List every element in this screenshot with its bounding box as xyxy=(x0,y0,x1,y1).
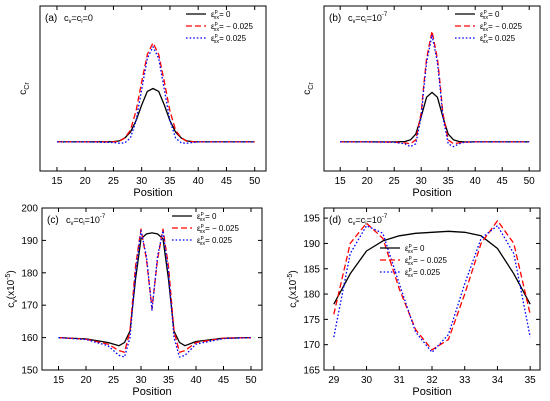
y-tick-label: 170 xyxy=(303,340,320,351)
x-tick-label: 50 xyxy=(245,375,257,386)
series-line-2 xyxy=(340,30,530,145)
x-tick-label: 35 xyxy=(163,375,175,386)
y-tick-label: 190 xyxy=(21,236,38,247)
condition-label: cv=ci=0 xyxy=(64,13,93,25)
x-tick-label: 15 xyxy=(51,176,63,187)
series-line-1 xyxy=(58,232,252,347)
x-axis-label: Position xyxy=(412,187,451,199)
x-tick-label: 30 xyxy=(361,375,373,386)
series-line-1 xyxy=(333,230,531,305)
x-tick-label: 31 xyxy=(394,375,406,386)
condition-label: cv=ci=10-7 xyxy=(66,214,106,227)
legend-label: εp xx= 0 xyxy=(480,9,500,21)
y-tick-label: 165 xyxy=(303,366,320,377)
series-line-2 xyxy=(57,42,255,143)
x-tick-label: 40 xyxy=(193,176,205,187)
x-tick-label: 50 xyxy=(249,176,261,187)
x-tick-label: 20 xyxy=(80,375,92,386)
chart-panel-2: 15 20 25 30 35 40 45 50 Position cCr (b) cv=ci=10-7… xyxy=(302,5,541,199)
series-line-3 xyxy=(340,34,530,148)
condition-label: cv=ci=10-7 xyxy=(348,214,388,227)
y-tick-label: 195 xyxy=(303,214,320,225)
y-tick-label: 180 xyxy=(303,290,320,301)
x-axis-label: Position xyxy=(412,386,451,398)
panel-label: (d) xyxy=(329,215,341,226)
legend-label: εp xx= 0 xyxy=(211,9,231,21)
x-tick-label: 15 xyxy=(53,375,65,386)
x-tick-label: 40 xyxy=(470,176,482,187)
legend-label: εp xx= 0.025 xyxy=(480,33,516,45)
x-tick-label: 33 xyxy=(459,375,471,386)
y-axis-label: cv(x10-5) xyxy=(5,270,19,308)
series-line-2 xyxy=(333,220,531,351)
series-line-3 xyxy=(57,46,255,144)
series-line-1 xyxy=(340,91,530,143)
x-tick-label: 30 xyxy=(135,375,147,386)
x-tick-label: 25 xyxy=(108,375,120,386)
panel-label: (a) xyxy=(45,13,57,24)
legend-label: εp xx= 0 xyxy=(405,243,425,255)
x-tick-label: 30 xyxy=(416,176,428,187)
legend-label: εp xx= − 0.025 xyxy=(405,255,448,267)
y-tick-label: 185 xyxy=(303,264,320,275)
y-axis-label: cv(x10-5) xyxy=(287,270,301,308)
plot-frame xyxy=(41,207,263,371)
legend-label: εp xx= 0.025 xyxy=(405,267,441,279)
legend-label: εp xx= − 0.025 xyxy=(480,21,523,33)
x-tick-label: 30 xyxy=(136,176,148,187)
x-tick-label: 45 xyxy=(221,176,233,187)
plot-frame xyxy=(39,5,267,172)
legend-label: εp xx= 0 xyxy=(197,211,217,223)
y-axis-label: cCr xyxy=(302,82,315,95)
x-tick-label: 25 xyxy=(389,176,401,187)
x-tick-label: 35 xyxy=(443,176,455,187)
y-tick-label: 180 xyxy=(21,268,38,279)
series-line-1 xyxy=(57,87,255,143)
x-tick-label: 15 xyxy=(335,176,347,187)
legend-label: εp xx= 0.025 xyxy=(211,33,247,45)
chart-panel-3: 15 20 25 30 35 40 45 50 150 160 170 180 190 200 Positi… xyxy=(5,204,263,398)
panel-label: (c) xyxy=(47,215,59,226)
x-tick-label: 50 xyxy=(524,176,536,187)
x-tick-label: 35 xyxy=(164,176,176,187)
x-tick-label: 45 xyxy=(497,176,509,187)
chart-panel-1: 15 20 25 30 35 40 45 50 Position cCr (a) cv=ci=0 εp x… xyxy=(18,5,267,199)
y-tick-label: 200 xyxy=(21,204,38,215)
x-tick-label: 35 xyxy=(525,375,537,386)
x-tick-label: 25 xyxy=(108,176,120,187)
x-tick-label: 45 xyxy=(218,375,230,386)
y-axis-label: cCr xyxy=(18,82,31,95)
y-tick-label: 150 xyxy=(21,366,38,377)
y-tick-label: 175 xyxy=(303,315,320,326)
y-tick-label: 170 xyxy=(21,301,38,312)
x-tick-label: 29 xyxy=(328,375,340,386)
condition-label: cv=ci=10-7 xyxy=(348,12,388,25)
series-line-3 xyxy=(333,225,531,353)
series-line-3 xyxy=(58,230,252,358)
panel-label: (b) xyxy=(329,13,341,24)
legend-label: εp xx= − 0.025 xyxy=(197,223,240,235)
plot-frame xyxy=(323,5,541,172)
legend-label: εp xx= − 0.025 xyxy=(211,21,254,33)
legend-label: εp xx= 0.025 xyxy=(197,235,233,247)
x-tick-label: 32 xyxy=(426,375,438,386)
y-tick-label: 160 xyxy=(21,333,38,344)
chart-panel-4: 29 30 31 32 33 34 35 165 170 175 180 185 190 195 Posit… xyxy=(287,207,541,398)
x-tick-label: 40 xyxy=(190,375,202,386)
y-tick-label: 190 xyxy=(303,239,320,250)
x-tick-label: 34 xyxy=(492,375,504,386)
x-tick-label: 20 xyxy=(362,176,374,187)
x-axis-label: Position xyxy=(133,187,172,199)
x-axis-label: Position xyxy=(132,386,171,398)
x-tick-label: 20 xyxy=(80,176,92,187)
series-line-2 xyxy=(58,228,252,353)
